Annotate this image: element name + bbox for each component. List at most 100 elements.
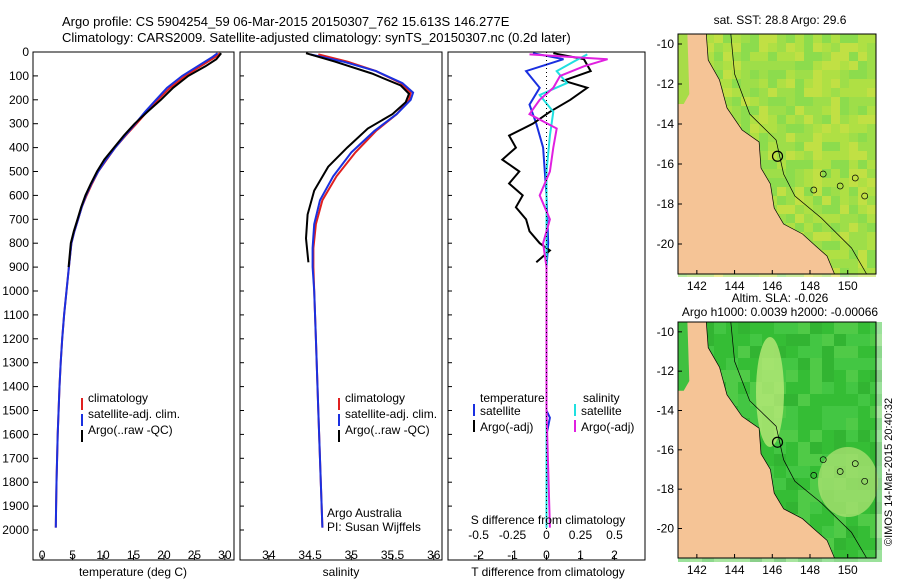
map-xtick-label: 144 — [725, 279, 745, 293]
map-cell — [759, 61, 768, 70]
map-cell — [798, 478, 810, 490]
map-cell — [774, 442, 786, 454]
legend-temperature-title: temperature — [480, 391, 545, 405]
map-cell — [831, 151, 840, 160]
depth-tick-label: 1000 — [2, 284, 29, 298]
map-cell — [714, 322, 726, 334]
sst-map-title: sat. SST: 28.8 Argo: 29.6 — [714, 13, 847, 27]
map-cell — [840, 115, 849, 124]
map-cell — [858, 79, 867, 88]
map-cell — [795, 178, 804, 187]
map-cell — [822, 43, 831, 52]
map-cell — [822, 358, 834, 370]
map-cell — [804, 178, 813, 187]
map-cell — [846, 334, 858, 346]
map-cell — [768, 70, 777, 79]
map-cell — [798, 442, 810, 454]
map-cell — [786, 34, 795, 43]
map-contour — [730, 321, 867, 559]
map-cell — [804, 196, 813, 205]
map-cell — [741, 97, 750, 106]
map-cell — [849, 259, 858, 268]
map-cell — [777, 43, 786, 52]
map-cell — [768, 79, 777, 88]
legend-argo: Argo(..raw -QC) — [345, 423, 430, 437]
map-cell — [858, 214, 867, 223]
map-cell — [750, 43, 759, 52]
map-cell — [834, 394, 846, 406]
map-cell — [858, 259, 867, 268]
map-cell — [840, 160, 849, 169]
map-cell — [795, 43, 804, 52]
legend-satellite: satellite-adj. clim. — [88, 407, 180, 421]
map-cell — [822, 394, 834, 406]
map-reef — [810, 472, 818, 479]
map-cell — [822, 514, 834, 526]
map-cell — [786, 43, 795, 52]
map-cell — [786, 442, 798, 454]
map-cell — [867, 43, 876, 52]
map-cell — [813, 43, 822, 52]
map-cell — [846, 346, 858, 358]
map-cell — [858, 268, 867, 277]
map-ytick-label: -16 — [657, 157, 675, 171]
map-cell — [786, 490, 798, 502]
map-cell — [831, 178, 840, 187]
map-cell — [795, 160, 804, 169]
x-tick-label: 35.5 — [381, 548, 405, 562]
map-cell — [810, 322, 822, 334]
map-cell — [858, 370, 870, 382]
map-cell — [822, 34, 831, 43]
map-cell — [750, 322, 762, 334]
map-cell — [822, 196, 831, 205]
map-cell — [867, 151, 876, 160]
title-line2: Climatology: CARS2009. Satellite-adjuste… — [62, 30, 571, 45]
map-cell — [849, 133, 858, 142]
map-cell — [840, 169, 849, 178]
map-cell — [822, 124, 831, 133]
imos-watermark: ©IMOS 14-Mar-2015 20:40:32 — [883, 398, 895, 546]
map-cell — [762, 322, 774, 334]
map-cell — [768, 88, 777, 97]
map-cell — [858, 43, 867, 52]
x-tick-label: 0 — [543, 548, 550, 562]
map-ytick-label: -18 — [657, 482, 675, 496]
map-cell — [798, 322, 810, 334]
map-cell — [867, 61, 876, 70]
map-cell — [849, 88, 858, 97]
map-cell — [831, 61, 840, 70]
map-cell — [798, 334, 810, 346]
map-cell — [750, 133, 759, 142]
map-cell — [759, 79, 768, 88]
map-cell — [750, 34, 759, 43]
map-ytick-label: -12 — [657, 77, 675, 91]
map-cell — [786, 133, 795, 142]
map-cell — [822, 223, 831, 232]
map-cell — [831, 88, 840, 97]
map-cell — [714, 52, 723, 61]
map-cell — [786, 142, 795, 151]
depth-tick-label: 500 — [9, 165, 29, 179]
map-cell — [813, 88, 822, 97]
map-cell — [750, 124, 759, 133]
map-cell — [750, 70, 759, 79]
map-cell — [849, 43, 858, 52]
map-cell — [726, 346, 738, 358]
map-cell — [732, 115, 741, 124]
map-cell — [840, 61, 849, 70]
map-cell — [822, 250, 831, 259]
map-cell — [867, 250, 876, 259]
map-cell — [795, 61, 804, 70]
map-cell — [738, 322, 750, 334]
map-cell — [846, 418, 858, 430]
map-cell — [858, 142, 867, 151]
map-cell — [795, 151, 804, 160]
map-cell — [768, 160, 777, 169]
map-cell — [738, 382, 750, 394]
map-cell — [768, 97, 777, 106]
map-xtick-label: 142 — [687, 279, 707, 293]
map-cell — [810, 442, 822, 454]
map-cell — [846, 430, 858, 442]
map-cell — [822, 52, 831, 61]
map-cell — [786, 151, 795, 160]
